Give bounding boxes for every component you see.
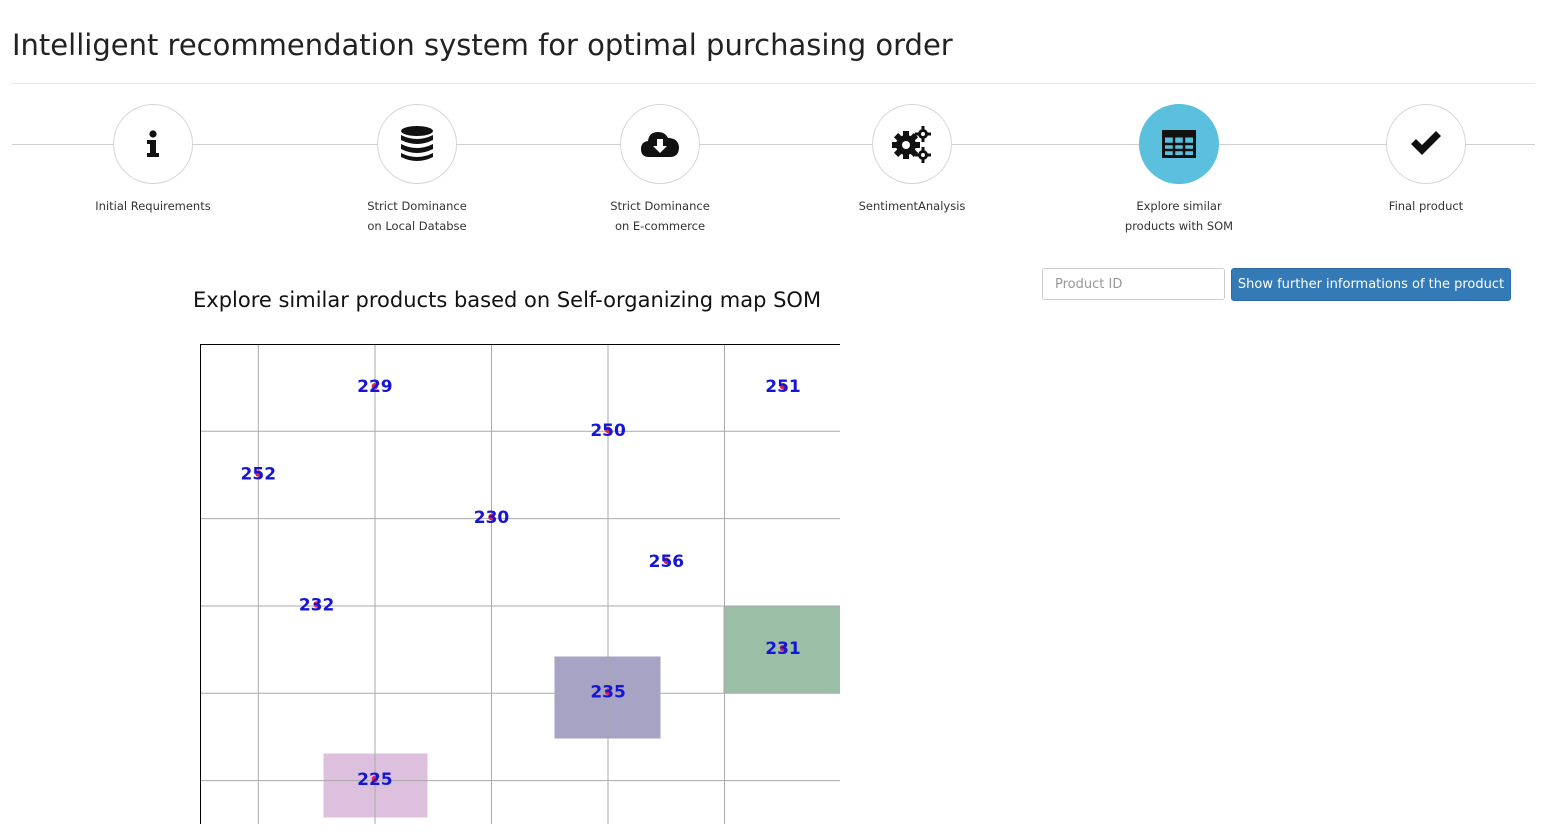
som-title: Explore similar products based on Self-o… <box>193 288 822 312</box>
gears-icon <box>892 126 931 163</box>
step-circle-active[interactable] <box>1139 104 1219 184</box>
step-label: Explore similar products with SOM <box>1124 199 1234 233</box>
step-circle[interactable] <box>113 104 193 184</box>
wizard-stepper: Initial Requirements Strict Dominance on … <box>12 104 1535 234</box>
product-label-230: 230 <box>474 508 510 528</box>
product-id-input[interactable] <box>1042 268 1225 300</box>
product-label-231: 231 <box>765 639 801 659</box>
step-explore-som[interactable]: Explore similar products with SOM <box>1099 104 1259 236</box>
product-marker-231 <box>779 644 787 652</box>
step-label: Initial Requirements <box>95 199 211 213</box>
product-label-229: 229 <box>357 377 393 397</box>
step-circle[interactable] <box>872 104 952 184</box>
step-sentiment-analysis[interactable]: SentimentAnalysis <box>832 104 992 216</box>
product-marker-252 <box>255 470 262 477</box>
step-label: Final product <box>1388 199 1464 213</box>
database-icon <box>401 126 433 161</box>
step-label: Strict Dominance on E-commerce <box>610 199 710 233</box>
product-marker-229 <box>371 382 379 390</box>
title-divider <box>12 83 1535 84</box>
wizard-connector-line <box>12 144 1535 145</box>
product-label-232: 232 <box>299 595 335 615</box>
table-icon <box>1162 130 1196 158</box>
product-marker-256 <box>663 557 670 564</box>
step-circle[interactable] <box>1386 104 1466 184</box>
step-strict-dominance-local[interactable]: Strict Dominance on Local Databse <box>337 104 497 236</box>
page-title: Intelligent recommendation system for op… <box>12 28 953 62</box>
info-icon <box>147 130 159 157</box>
product-label-225: 225 <box>357 770 393 790</box>
cloud-download-icon <box>641 132 679 157</box>
product-label-251: 251 <box>765 377 801 397</box>
step-circle[interactable] <box>620 104 700 184</box>
product-label-256: 256 <box>649 552 685 572</box>
show-product-info-button[interactable]: Show further informations of the product <box>1231 268 1511 301</box>
product-marker-230 <box>488 513 495 521</box>
step-circle[interactable] <box>377 104 457 184</box>
product-marker-250 <box>604 426 612 433</box>
product-marker-235 <box>604 688 612 695</box>
som-map: 229 251 250 252 230 256 232 231 235 225 <box>200 344 840 824</box>
product-label-252: 252 <box>241 464 277 484</box>
product-marker-251 <box>779 382 787 390</box>
product-marker-232 <box>313 601 320 608</box>
step-final-product[interactable]: Final product <box>1346 104 1506 216</box>
step-label: Strict Dominance on Local Databse <box>367 199 467 233</box>
step-initial-requirements[interactable]: Initial Requirements <box>73 104 233 216</box>
product-label-250: 250 <box>590 421 626 441</box>
step-label: SentimentAnalysis <box>858 199 966 213</box>
product-label-235: 235 <box>590 683 626 703</box>
product-marker-225 <box>371 775 379 783</box>
check-icon <box>1411 131 1441 155</box>
step-strict-dominance-ecommerce[interactable]: Strict Dominance on E-commerce <box>580 104 740 236</box>
